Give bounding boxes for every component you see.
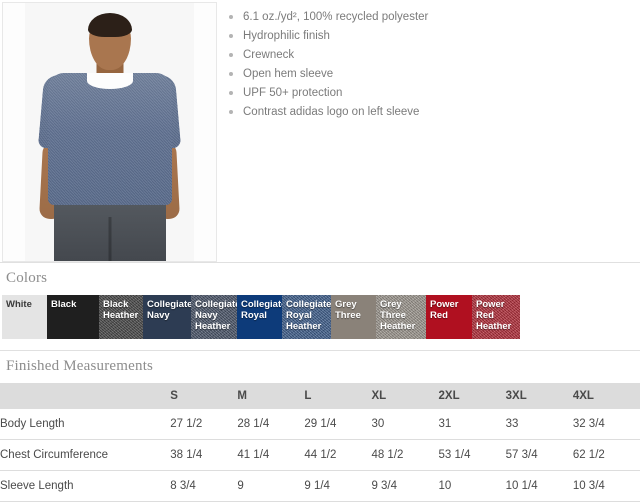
color-swatch-label: Collegiate Navy Heather — [195, 299, 237, 332]
color-swatch[interactable]: Power Red Heather — [472, 295, 520, 339]
measurement-value: 31 — [438, 409, 506, 440]
measurements-size-header: L — [304, 383, 372, 409]
measurement-value: 48 1/2 — [371, 439, 439, 471]
color-swatch[interactable]: White — [2, 295, 47, 339]
measurement-row-label: Body Length — [0, 409, 171, 440]
measurement-value: 28 1/4 — [237, 409, 305, 440]
color-swatch-label: Power Red — [430, 299, 459, 321]
measurement-row-label: Chest Circumference — [0, 439, 171, 471]
color-swatch[interactable]: Grey Three Heather — [376, 295, 426, 339]
color-swatch-label: Collegiate Royal — [241, 299, 282, 321]
measurements-size-header: XL — [371, 383, 439, 409]
feature-item: UPF 50+ protection — [225, 86, 640, 100]
measurement-value: 53 1/4 — [438, 439, 506, 471]
color-swatch-label: Collegiate Navy — [147, 299, 191, 321]
color-swatch-list: White Black Black Heather Collegiate Navy Co… — [2, 295, 640, 339]
product-overview: 6.1 oz./yd², 100% recycled polyester Hyd… — [2, 2, 640, 262]
feature-item: Crewneck — [225, 48, 640, 62]
feature-item: 6.1 oz./yd², 100% recycled polyester — [225, 10, 640, 24]
color-swatch[interactable]: Power Red — [426, 295, 472, 339]
measurements-size-header: S — [170, 383, 238, 409]
measurements-size-header: 4XL — [572, 383, 640, 409]
color-swatch-label: Collegiate Royal Heather — [286, 299, 331, 332]
measurement-value: 32 3/4 — [572, 409, 640, 440]
color-swatch[interactable]: Collegiate Royal Heather — [282, 295, 331, 339]
measurement-value: 33 — [505, 409, 573, 440]
color-swatch-label: Power Red Heather — [476, 299, 512, 332]
model-hair — [87, 13, 132, 37]
measurement-value: 62 1/2 — [572, 439, 640, 471]
measurements-header-row: S M L XL 2XL 3XL 4XL — [0, 383, 640, 409]
measurements-size-header: 2XL — [438, 383, 506, 409]
colors-divider — [0, 262, 640, 263]
model-pants-seam — [108, 217, 111, 261]
color-swatch[interactable]: Grey Three — [331, 295, 376, 339]
color-swatch-label: Grey Three — [335, 299, 361, 321]
measurement-value: 30 — [371, 409, 439, 440]
feature-item: Contrast adidas logo on left sleeve — [225, 105, 640, 119]
color-swatch-label: White — [6, 299, 32, 310]
color-swatch[interactable]: Collegiate Navy Heather — [191, 295, 237, 339]
feature-item: Open hem sleeve — [225, 67, 640, 81]
color-swatch[interactable]: Collegiate Navy — [143, 295, 191, 339]
product-photo-image — [3, 3, 216, 261]
product-photo[interactable] — [2, 2, 217, 262]
table-row: Chest Circumference 38 1/4 41 1/4 44 1/2 48 … — [0, 439, 640, 471]
color-swatch-label: Grey Three Heather — [380, 299, 416, 332]
color-swatch[interactable]: Collegiate Royal — [237, 295, 282, 339]
measurement-value: 38 1/4 — [170, 439, 238, 471]
color-swatch[interactable]: Black — [47, 295, 99, 339]
measurement-value: 57 3/4 — [505, 439, 573, 471]
color-swatch-label: Black Heather — [103, 299, 139, 321]
feature-list: 6.1 oz./yd², 100% recycled polyester Hyd… — [225, 10, 640, 124]
measurements-heading: Finished Measurements — [6, 358, 154, 374]
model-pants — [53, 199, 166, 261]
shirt-body — [47, 73, 172, 205]
measurements-size-header: 3XL — [505, 383, 573, 409]
measurement-value: 27 1/2 — [170, 409, 238, 440]
measurements-size-header: M — [237, 383, 305, 409]
color-swatch[interactable]: Black Heather — [99, 295, 143, 339]
measurement-value: 44 1/2 — [304, 439, 372, 471]
shirt-collar — [86, 73, 133, 89]
measurements-divider — [0, 350, 640, 351]
feature-item: Hydrophilic finish — [225, 29, 640, 43]
measurements-corner-cell — [0, 383, 171, 409]
colors-heading: Colors — [6, 270, 48, 286]
table-row: Body Length 27 1/2 28 1/4 29 1/4 30 31 33 32 3/… — [0, 409, 640, 440]
measurement-value: 41 1/4 — [237, 439, 305, 471]
color-swatch-label: Black — [51, 299, 77, 310]
measurement-value: 29 1/4 — [304, 409, 372, 440]
measurements-table: S M L XL 2XL 3XL 4XL Body Length 27 1/2 28 1/4 29… — [0, 383, 640, 502]
